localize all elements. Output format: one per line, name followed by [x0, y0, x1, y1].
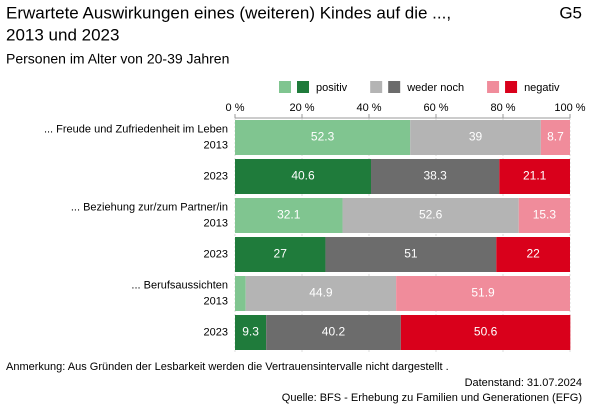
y-tick-label: 2023 — [204, 326, 228, 338]
y-tick-label: 2013 — [204, 139, 228, 151]
chart-subtitle: Personen im Alter von 20-39 Jahren — [6, 51, 229, 67]
legend-swatch — [388, 81, 401, 93]
legend-swatch — [297, 81, 309, 93]
data-label: 21.1 — [523, 169, 547, 183]
group-label: ... Berufsaussichten — [131, 279, 228, 291]
x-tick-label: 80 % — [490, 102, 515, 114]
bar-segment — [410, 120, 541, 155]
legend-swatch — [370, 81, 383, 93]
chart-date: Datenstand: 31.07.2024 — [465, 377, 582, 389]
data-label: 9.3 — [242, 325, 259, 339]
data-label: 22 — [526, 247, 540, 261]
data-label: 52.6 — [419, 208, 443, 222]
data-label: 38.3 — [423, 169, 447, 183]
data-label: 51.9 — [471, 286, 495, 300]
bar-segment — [235, 120, 411, 155]
data-label: 52.3 — [311, 130, 335, 144]
y-tick-label: 2013 — [204, 295, 228, 307]
chart-source: Quelle: BFS - Erhebung zu Familien und G… — [282, 392, 582, 404]
x-tick-label: 60 % — [423, 102, 448, 114]
chart-note: Anmerkung: Aus Gründen der Lesbarkeit we… — [6, 361, 449, 373]
chart-title: Erwartete Auswirkungen eines (weiteren) … — [6, 3, 451, 22]
chart-title: 2013 und 2023 — [6, 25, 119, 44]
data-label: 44.9 — [309, 286, 333, 300]
y-tick-label: 2023 — [204, 248, 228, 260]
bar-segment — [518, 198, 570, 233]
group-label: ... Freude und Zufriedenheit im Leben — [44, 123, 228, 135]
legend-swatch — [487, 81, 500, 93]
data-label: 50.6 — [474, 325, 498, 339]
legend-label: weder noch — [406, 82, 464, 94]
data-label: 32.1 — [277, 208, 301, 222]
bar-segment — [235, 237, 326, 272]
data-label: 40.6 — [291, 169, 315, 183]
data-label: 15.3 — [533, 208, 557, 222]
bar-segment — [325, 237, 497, 272]
bar-segment — [235, 315, 267, 350]
bar-segment — [400, 315, 571, 350]
bar-segment — [235, 159, 372, 194]
x-tick-label: 40 % — [356, 102, 381, 114]
bar-segment — [342, 198, 519, 233]
legend-label: positiv — [316, 82, 348, 94]
group-label: ... Beziehung zur/zum Partner/in — [71, 201, 228, 213]
x-tick-label: 0 % — [226, 102, 245, 114]
bar-segment — [266, 315, 401, 350]
data-label: 40.2 — [322, 325, 346, 339]
legend-swatch — [279, 81, 291, 93]
legend-label: negativ — [524, 82, 560, 94]
chart-code: G5 — [559, 3, 582, 22]
bar-segment — [371, 159, 500, 194]
x-tick-label: 100 % — [554, 102, 585, 114]
data-label: 51 — [404, 247, 418, 261]
bar-segment — [396, 276, 570, 311]
legend-swatch — [505, 81, 518, 93]
data-label: 8.7 — [547, 130, 564, 144]
bar-segment — [235, 198, 343, 233]
y-tick-label: 2023 — [204, 170, 228, 182]
bar-segment — [540, 120, 570, 155]
bar-segment — [496, 237, 570, 272]
bar-segment — [235, 276, 246, 311]
data-label: 27 — [274, 247, 288, 261]
x-tick-label: 20 % — [289, 102, 314, 114]
bar-segment — [499, 159, 570, 194]
bar-segment — [245, 276, 397, 311]
y-tick-label: 2013 — [204, 217, 228, 229]
data-label: 39 — [469, 130, 483, 144]
